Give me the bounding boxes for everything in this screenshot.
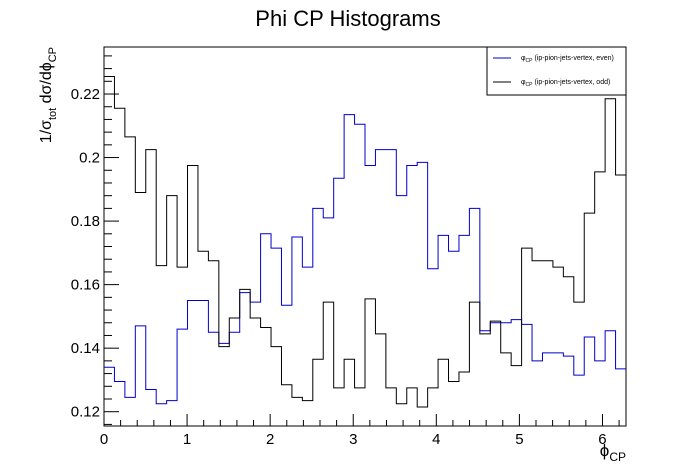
- legend-entry-even: φCP (ip-pion-jets-vertex, even): [521, 55, 614, 64]
- x-tick-label: 1: [183, 431, 191, 448]
- plot-frame: [103, 46, 627, 427]
- x-axis-label: ϕCP: [600, 441, 626, 464]
- histogram-series: [104, 76, 626, 408]
- x-tick-label: 2: [266, 431, 274, 448]
- series-even-histogram: [104, 114, 626, 405]
- y-axis-label: 1/σtot dσ/dϕCP: [38, 47, 59, 143]
- y-tick-label: 0.14: [71, 340, 100, 357]
- y-tick-label: 0.18: [71, 213, 100, 230]
- legend-box: [486, 46, 627, 96]
- y-axis-ticks: 0.12 0.14 0.16 0.18 0.2 0.22: [71, 55, 119, 425]
- y-tick-label: 0.12: [71, 404, 100, 421]
- y-tick-label: 0.16: [71, 277, 100, 294]
- x-tick-label: 5: [515, 431, 523, 448]
- y-tick-label: 0.2: [79, 150, 100, 167]
- legend: φCP (ip-pion-jets-vertex, even) φCP (ip-…: [486, 46, 627, 96]
- x-tick-label: 4: [432, 431, 440, 448]
- x-tick-label: 3: [349, 431, 357, 448]
- x-tick-label: 6: [598, 431, 606, 448]
- legend-entry-odd: φCP (ip-pion-jets-vertex, odd): [521, 79, 610, 88]
- x-tick-label: 0: [100, 431, 108, 448]
- series-odd-histogram: [104, 76, 626, 408]
- x-axis-ticks: 0 1 2 3 4 5 6: [100, 414, 620, 448]
- y-tick-label: 0.22: [71, 86, 100, 103]
- chart-title: Phi CP Histograms: [255, 6, 440, 31]
